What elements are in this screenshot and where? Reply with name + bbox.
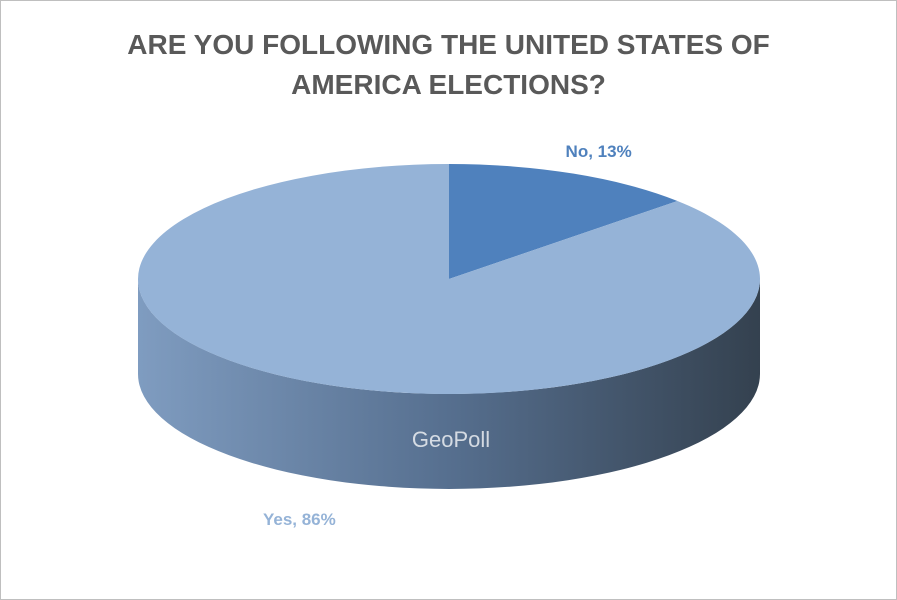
pie-slice [449,164,678,279]
data-label: No, 13% [566,142,632,161]
pie-slice [137,163,760,394]
data-label: Yes, 86% [263,510,336,529]
slice-side [138,279,760,489]
watermark: GeoPoll [412,427,490,452]
chart-title: ARE YOU FOLLOWING THE UNITED STATES OF A… [127,29,770,100]
